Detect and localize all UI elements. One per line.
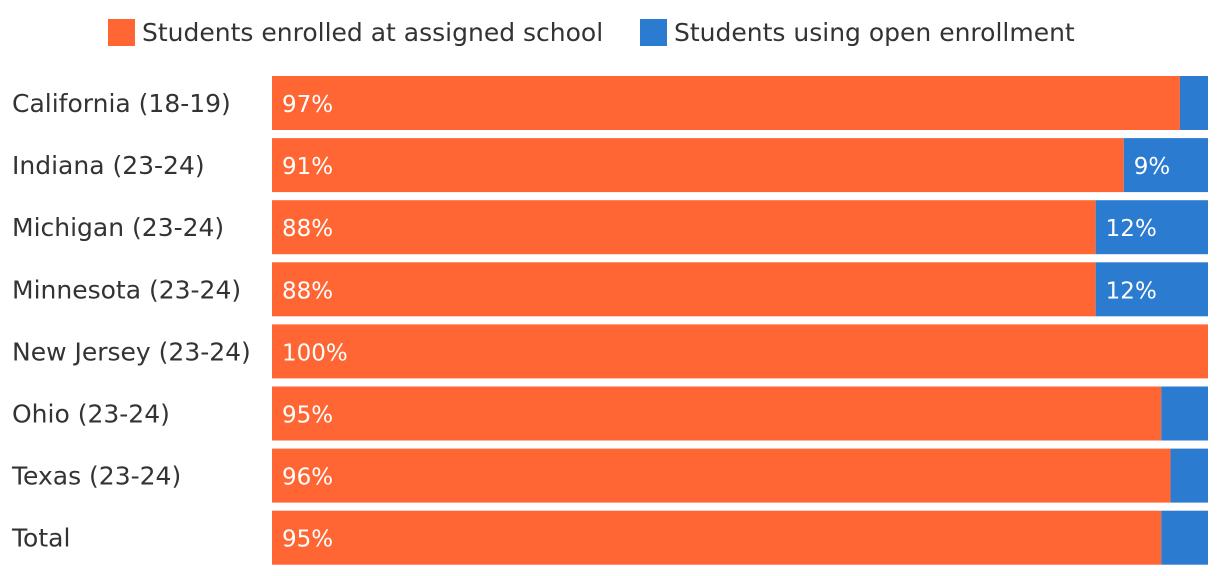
- bar-1-1: [1123, 138, 1208, 193]
- category-label-5: Ohio (23-24): [12, 400, 170, 429]
- value-label-0-0: 97%: [282, 92, 333, 118]
- category-labels: California (18-19) Indiana (23-24) Michiga…: [11, 89, 251, 553]
- value-label-1-2: 12%: [1106, 216, 1157, 242]
- value-label-0-7: 95%: [282, 527, 333, 553]
- category-label-7: Total: [11, 524, 70, 553]
- bar-1-0: [1179, 76, 1208, 130]
- value-label-0-3: 88%: [282, 278, 333, 304]
- category-label-2: Michigan (23-24): [12, 213, 224, 242]
- bar-1-2: [1095, 200, 1208, 255]
- legend-label-1: Students using open enrollment: [674, 18, 1075, 47]
- value-label-1-3: 12%: [1106, 278, 1157, 304]
- value-label-0-4: 100%: [282, 340, 348, 366]
- value-label-0-5: 95%: [282, 403, 333, 429]
- value-label-0-1: 91%: [282, 154, 333, 180]
- legend: Students enrolled at assigned school Stud…: [108, 18, 1075, 47]
- bars: [272, 76, 1208, 565]
- category-label-4: New Jersey (23-24): [12, 337, 251, 366]
- category-label-6: Texas (23-24): [11, 462, 181, 491]
- bar-0-5: [272, 386, 1162, 441]
- value-labels: 97% 91% 9% 88% 12% 88% 12% 100% 95% 96% 95%: [282, 92, 1170, 553]
- legend-label-0: Students enrolled at assigned school: [142, 18, 603, 47]
- bar-0-7: [272, 510, 1162, 565]
- legend-swatch-1: [640, 19, 667, 46]
- bar-1-6: [1170, 448, 1208, 503]
- value-label-0-2: 88%: [282, 216, 333, 242]
- bar-0-2: [272, 200, 1096, 255]
- bar-0-4: [272, 324, 1208, 379]
- category-label-3: Minnesota (23-24): [12, 275, 241, 304]
- value-label-0-6: 96%: [282, 465, 333, 491]
- bar-1-7: [1161, 510, 1208, 565]
- value-label-1-1: 9%: [1134, 154, 1171, 180]
- category-label-1: Indiana (23-24): [12, 151, 205, 180]
- bar-1-5: [1161, 386, 1208, 441]
- legend-swatch-0: [108, 19, 135, 46]
- bar-1-3: [1095, 262, 1208, 317]
- bar-0-3: [272, 262, 1096, 317]
- bar-0-0: [272, 76, 1180, 130]
- bar-0-1: [272, 138, 1124, 193]
- category-label-0: California (18-19): [12, 89, 231, 118]
- bar-0-6: [272, 448, 1171, 503]
